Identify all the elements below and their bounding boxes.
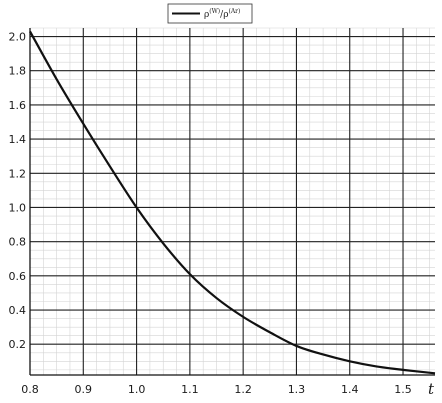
x-tick-label: 1.3 bbox=[288, 383, 306, 396]
y-tick-label: 2.0 bbox=[9, 31, 27, 44]
series-line-0 bbox=[29, 30, 436, 375]
x-tick-label: 0.9 bbox=[75, 383, 93, 396]
legend-label-sup-2: (Ar) bbox=[229, 8, 241, 15]
legend-label-base-1: ρ bbox=[204, 10, 209, 20]
y-tick-label: 0.8 bbox=[9, 236, 27, 249]
minor-grid bbox=[29, 27, 435, 375]
legend-label-sep: / bbox=[220, 10, 224, 20]
y-tick-label: 1.6 bbox=[9, 99, 27, 112]
legend-label-sup-1: (W) bbox=[209, 8, 220, 15]
x-tick-label: 0.8 bbox=[21, 383, 39, 396]
legend-box bbox=[167, 3, 253, 24]
series-layer bbox=[29, 30, 436, 375]
x-tick-label: 1.1 bbox=[181, 383, 199, 396]
y-tick-label: 1.0 bbox=[9, 201, 27, 214]
x-tick-labels: 0.8 0.9 1.0 1.1 1.2 1.3 1.4 1.5 bbox=[21, 383, 412, 396]
legend: ρ(W)/ρ(Ar) bbox=[167, 3, 253, 24]
x-tick-label: 1.2 bbox=[234, 383, 252, 396]
x-tick-label: 1.0 bbox=[128, 383, 146, 396]
legend-label-base-2: ρ bbox=[223, 10, 228, 20]
y-tick-label: 1.4 bbox=[9, 133, 27, 146]
y-tick-label: 0.4 bbox=[9, 304, 27, 317]
y-tick-label: 0.6 bbox=[9, 270, 27, 283]
y-tick-labels: 0.2 0.4 0.6 0.8 1.0 1.2 1.4 1.6 1.8 2.0 bbox=[9, 31, 27, 352]
x-tick-label: 1.5 bbox=[394, 383, 412, 396]
legend-label: ρ(W)/ρ(Ar) bbox=[204, 8, 240, 20]
major-grid bbox=[29, 28, 435, 375]
y-tick-label: 0.2 bbox=[9, 338, 27, 351]
y-tick-label: 1.8 bbox=[9, 65, 27, 78]
y-tick-label: 1.2 bbox=[9, 167, 27, 180]
plot-frame bbox=[29, 28, 435, 376]
x-tick-label: 1.4 bbox=[341, 383, 359, 396]
x-axis-label: t bbox=[428, 380, 435, 398]
